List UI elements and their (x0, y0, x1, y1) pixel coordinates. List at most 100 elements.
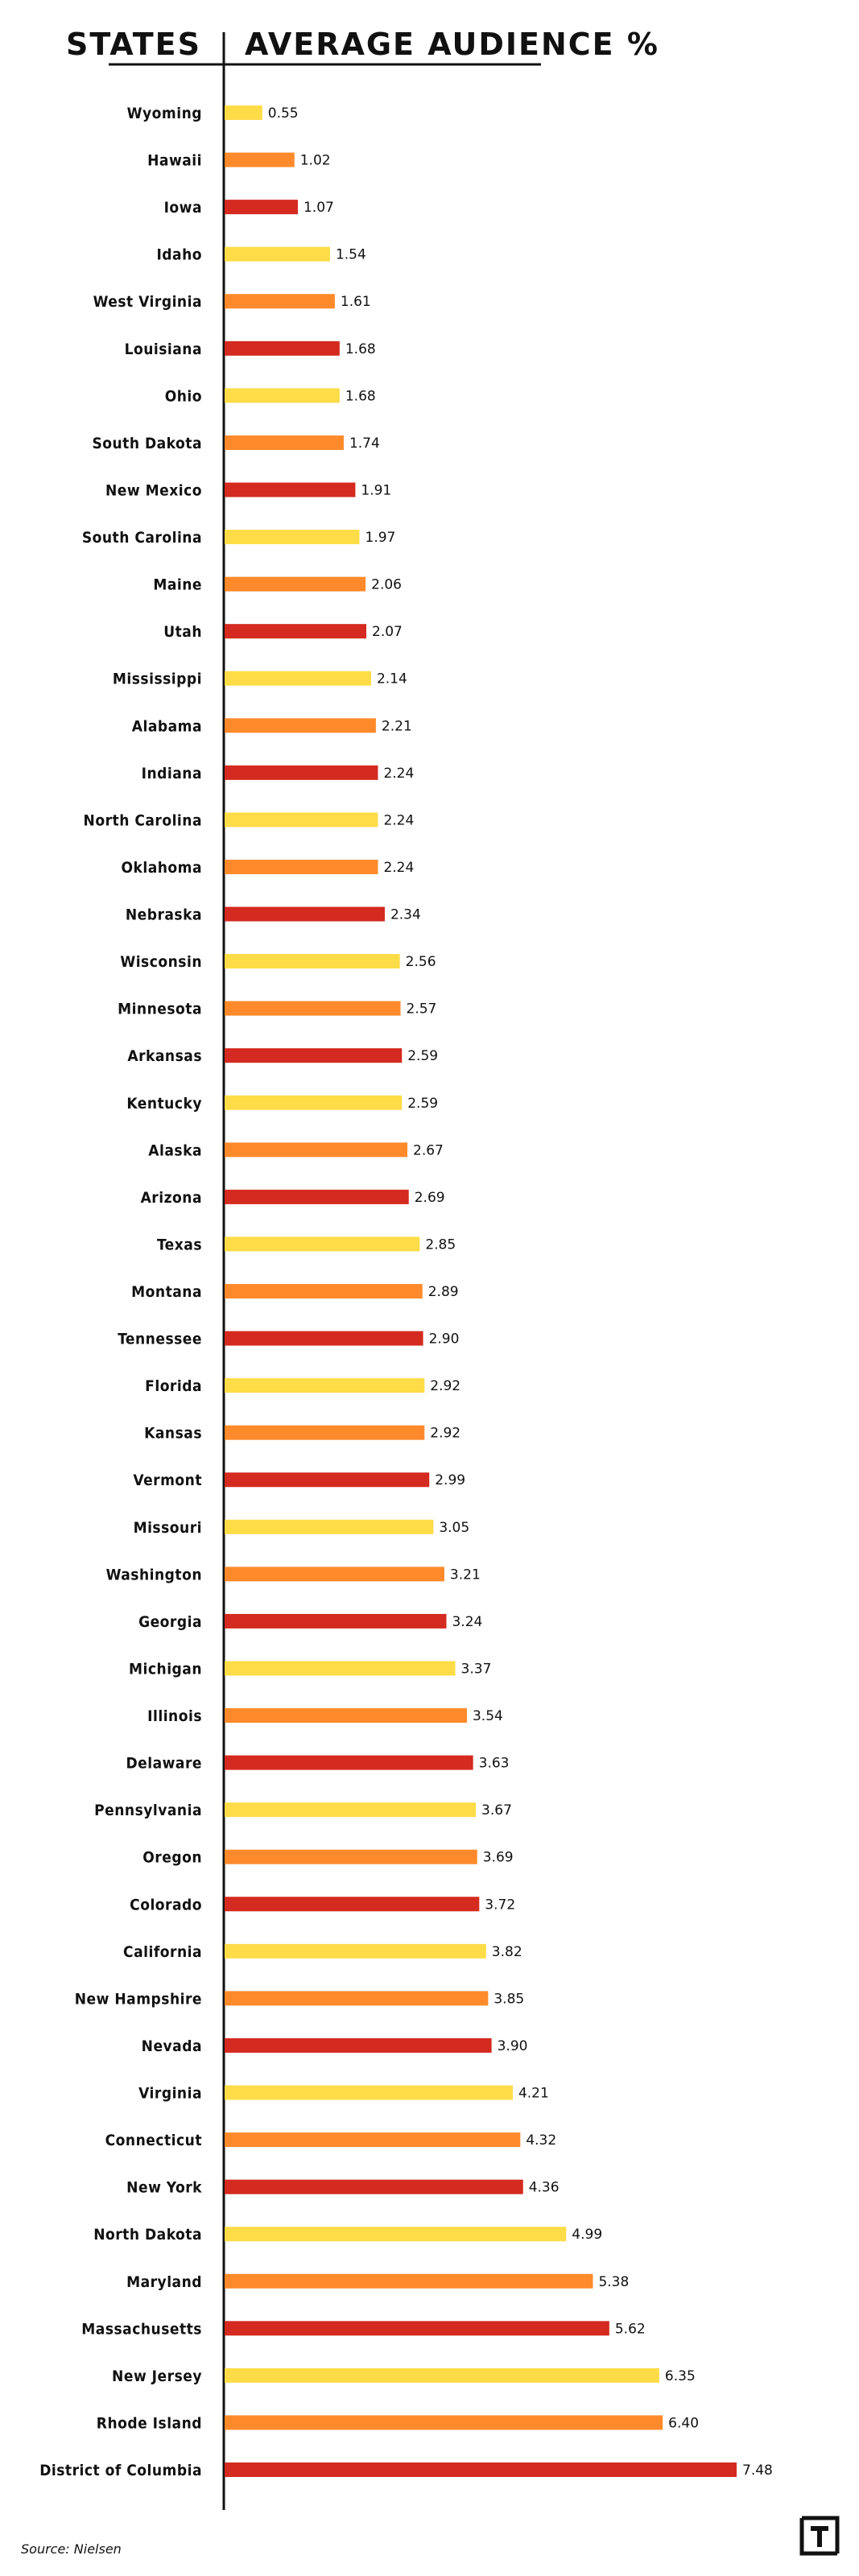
bar (225, 294, 335, 309)
bar (225, 1708, 467, 1724)
category-label: Tennessee (118, 1331, 202, 1348)
category-label: North Dakota (93, 2226, 202, 2244)
category-label: Arkansas (127, 1047, 202, 1065)
bar (225, 2179, 523, 2194)
value-label: 3.05 (439, 1520, 469, 1536)
value-label: 1.54 (336, 247, 366, 263)
value-label: 1.07 (304, 200, 334, 216)
value-label: 3.82 (492, 1944, 522, 1960)
bar (225, 530, 360, 545)
bar (225, 765, 378, 780)
bar (225, 1802, 477, 1818)
bar (225, 1897, 480, 1912)
source-note: Source: Nielsen (21, 2541, 122, 2557)
value-label: 7.48 (742, 2462, 773, 2479)
category-label: Nebraska (126, 906, 202, 924)
value-label: 1.97 (365, 530, 396, 546)
value-label: 3.69 (483, 1850, 514, 1866)
bar (225, 1755, 473, 1770)
category-label: Montana (131, 1283, 202, 1301)
category-label: Connecticut (105, 2132, 202, 2149)
bar (225, 1378, 425, 1393)
category-label: Idaho (156, 246, 202, 264)
value-label: 4.36 (529, 2180, 560, 2196)
value-label: 2.99 (435, 1472, 465, 1488)
value-label: 2.67 (413, 1142, 444, 1158)
bar (225, 2132, 521, 2148)
bar (225, 105, 262, 120)
bar (225, 1943, 486, 1959)
value-label: 6.35 (665, 2368, 696, 2384)
bar (225, 1048, 403, 1063)
bar (225, 341, 340, 356)
value-label: 4.99 (572, 2227, 602, 2243)
category-label: Utah (163, 623, 202, 641)
bar (225, 954, 400, 969)
bar (225, 2321, 609, 2336)
category-label: Delaware (126, 1755, 202, 1773)
bar (225, 671, 371, 686)
category-label: Michigan (129, 1660, 202, 1678)
value-label: 2.59 (407, 1048, 438, 1064)
brand-logo (799, 2516, 840, 2556)
bar (225, 859, 378, 874)
bar (225, 1661, 456, 1676)
bar (225, 1095, 403, 1110)
category-label: New York (126, 2179, 202, 2197)
bar (225, 1849, 477, 1864)
value-label: 3.85 (494, 1991, 524, 2007)
bar (225, 1142, 408, 1158)
value-label: 1.61 (341, 294, 371, 310)
value-label: 2.24 (383, 860, 414, 876)
bar (225, 2227, 567, 2242)
category-label: Virginia (138, 2085, 202, 2103)
value-label: 1.68 (345, 388, 376, 404)
category-label: Missouri (134, 1519, 202, 1537)
value-label: 0.55 (268, 105, 299, 122)
bar (225, 2368, 659, 2383)
value-label: 3.90 (498, 2038, 528, 2054)
bar (225, 1567, 444, 1582)
value-label: 3.24 (452, 1614, 482, 1630)
bar (225, 624, 367, 639)
category-label: Florida (145, 1377, 202, 1395)
value-label: 2.57 (407, 1001, 437, 1018)
value-label: 3.21 (450, 1567, 481, 1583)
states-header: STATES (66, 27, 201, 62)
value-label: 5.38 (598, 2274, 629, 2290)
bar (225, 812, 378, 828)
category-label: Georgia (138, 1613, 202, 1631)
bar (225, 1189, 409, 1204)
category-label: Illinois (147, 1707, 202, 1725)
bar (225, 2085, 513, 2100)
bar (225, 152, 295, 167)
category-label: Arizona (141, 1189, 202, 1207)
value-label: 2.92 (430, 1378, 460, 1394)
category-label: District of Columbia (39, 2462, 202, 2479)
category-label: Alabama (132, 717, 202, 735)
bar (225, 906, 385, 922)
value-label: 2.59 (407, 1096, 438, 1112)
value-label: 1.02 (300, 153, 331, 169)
bar (225, 482, 356, 497)
bar (225, 1991, 489, 2006)
category-label: Texas (157, 1236, 202, 1253)
category-label: West Virginia (93, 293, 202, 311)
value-label: 2.06 (371, 577, 402, 593)
category-label: Indiana (142, 765, 202, 782)
value-label: 2.07 (372, 624, 403, 640)
category-label: Maine (153, 576, 202, 594)
bar (225, 435, 344, 450)
value-label: 2.85 (425, 1236, 456, 1253)
category-label: North Carolina (84, 811, 202, 829)
category-label: Washington (106, 1566, 202, 1583)
category-label: Rhode Island (97, 2414, 202, 2432)
value-label: 4.21 (518, 2086, 549, 2102)
bar (225, 576, 366, 592)
bar (225, 2037, 492, 2053)
value-label: 2.14 (377, 671, 407, 687)
average-audience-header: AVERAGE AUDIENCE % (245, 27, 659, 62)
value-label: 2.21 (382, 718, 412, 734)
category-label: South Carolina (82, 529, 202, 547)
